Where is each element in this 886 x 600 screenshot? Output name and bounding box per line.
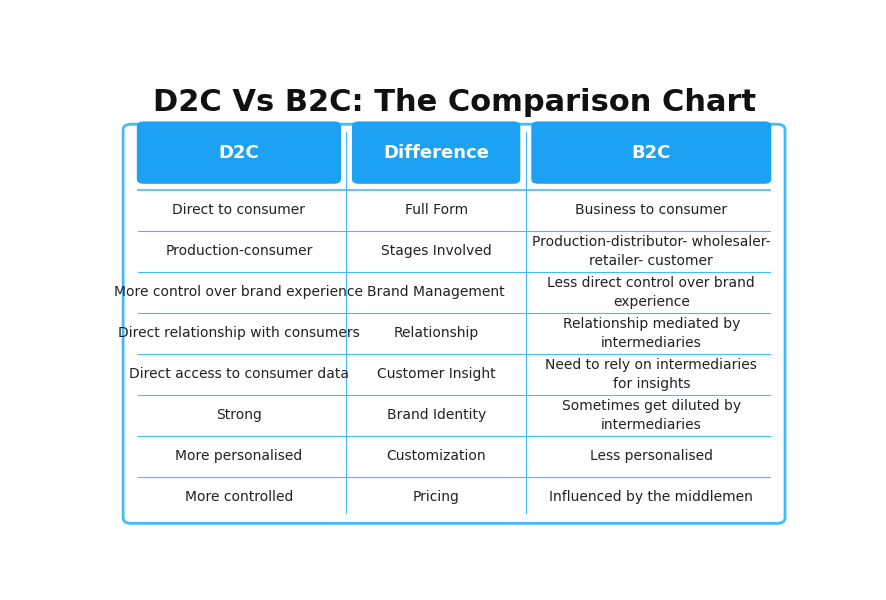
Text: D2C: D2C [219,143,260,161]
Text: Less direct control over brand
experience: Less direct control over brand experienc… [548,276,755,309]
Text: Customer Insight: Customer Insight [377,367,495,382]
Text: More personalised: More personalised [175,449,302,463]
Text: Relationship: Relationship [393,326,478,340]
Text: Need to rely on intermediaries
for insights: Need to rely on intermediaries for insig… [546,358,758,391]
Text: Sometimes get diluted by
intermediaries: Sometimes get diluted by intermediaries [562,399,741,432]
Text: Influenced by the middlemen: Influenced by the middlemen [549,490,753,505]
Text: Brand Management: Brand Management [368,286,505,299]
Text: Customization: Customization [386,449,486,463]
Text: Production-consumer: Production-consumer [165,244,313,259]
Text: Direct to consumer: Direct to consumer [173,203,306,217]
Text: Pricing: Pricing [413,490,460,505]
Text: More controlled: More controlled [185,490,293,505]
FancyBboxPatch shape [123,124,785,523]
Text: Less personalised: Less personalised [590,449,713,463]
Text: Production-distributor- wholesaler-
retailer- customer: Production-distributor- wholesaler- reta… [532,235,771,268]
FancyBboxPatch shape [532,121,772,184]
Text: Brand Identity: Brand Identity [386,409,486,422]
Text: More control over brand experience: More control over brand experience [114,286,363,299]
Text: Stages Involved: Stages Involved [381,244,492,259]
Text: Strong: Strong [216,409,262,422]
Text: Business to consumer: Business to consumer [575,203,727,217]
Text: Difference: Difference [384,143,489,161]
Text: Direct access to consumer data: Direct access to consumer data [129,367,349,382]
Text: Relationship mediated by
intermediaries: Relationship mediated by intermediaries [563,317,740,350]
FancyBboxPatch shape [136,121,341,184]
FancyBboxPatch shape [352,121,520,184]
Text: B2C: B2C [632,143,671,161]
Text: Direct relationship with consumers: Direct relationship with consumers [118,326,360,340]
Text: D2C Vs B2C: The Comparison Chart: D2C Vs B2C: The Comparison Chart [152,88,756,117]
Text: Full Form: Full Form [405,203,468,217]
